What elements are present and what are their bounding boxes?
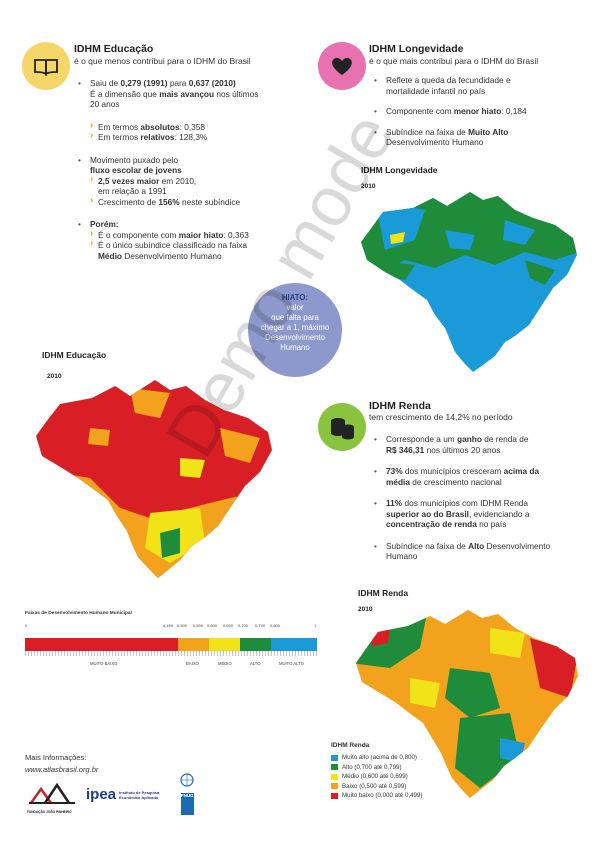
longevidade-map bbox=[355, 180, 585, 375]
scale-segment-muito-baixo bbox=[25, 638, 178, 651]
educacao-relativos: Em termos relativos: 128,3% bbox=[90, 132, 310, 143]
educacao-bullet-1: Saiu de 0,279 (1991) para 0,637 (2010) É… bbox=[90, 78, 310, 143]
coins-icon bbox=[318, 403, 366, 451]
renda-legend: IDHM Renda Muito alto (acima de 0,800) A… bbox=[331, 742, 451, 802]
fjp-logo-icon bbox=[27, 783, 77, 805]
fjp-logo: FUNDAÇÃO JOÃO PINHEIRO bbox=[27, 783, 77, 813]
renda-badge bbox=[318, 403, 366, 451]
renda-legend-title: IDHM Renda bbox=[331, 742, 451, 749]
longevidade-badge bbox=[318, 42, 366, 90]
ipea-logo: ipea Instituto de Pesquisa Econômica Apli… bbox=[86, 786, 159, 803]
educacao-bullet-2: Movimento puxado pelo fluxo escolar de j… bbox=[90, 155, 310, 208]
legend-item-baixo: Baixo (0,500 até 0,599) bbox=[331, 783, 451, 790]
educacao-title: IDHM Educação bbox=[74, 43, 153, 55]
renda-title: IDHM Renda bbox=[369, 400, 431, 412]
scale-segment-medio bbox=[209, 638, 240, 651]
educacao-map-title: IDHM Educação bbox=[42, 350, 106, 360]
scale-segment-baixo bbox=[178, 638, 209, 651]
fjp-logo-text: FUNDAÇÃO JOÃO PINHEIRO bbox=[27, 810, 77, 814]
book-icon bbox=[22, 42, 70, 90]
pnud-logo: PNUD bbox=[176, 773, 198, 813]
renda-map-title: IDHM Renda bbox=[358, 588, 408, 598]
educacao-badge bbox=[22, 42, 70, 90]
legend-item-alto: Alto (0,700 até 0,799) bbox=[331, 764, 451, 771]
legend-item-muito-alto: Muito alto (acima de 0,800) bbox=[331, 754, 451, 761]
renda-bullets: Corresponde a um ganho de renda deR$ 346… bbox=[372, 434, 595, 571]
legend-item-medio: Médio (0,600 até 0,699) bbox=[331, 773, 451, 780]
scale-segment-alto bbox=[240, 638, 271, 651]
scale-title: Faixas de Desenvolvimento Humano Municip… bbox=[25, 611, 132, 616]
pnud-logo-text: PNUD bbox=[181, 793, 194, 815]
un-emblem-icon bbox=[176, 773, 198, 787]
footer-info: Mais Informações: bbox=[25, 753, 86, 762]
scale-labels: MUITO BAIXO BAIXO MÉDIO ALTO MUITO ALTO bbox=[25, 661, 317, 669]
longevidade-title: IDHM Longevidade bbox=[369, 43, 464, 55]
educacao-subtitle: é o que menos contribui para o IDHM do B… bbox=[74, 56, 251, 66]
renda-subtitle: tem crescimento de 14,2% no período bbox=[369, 412, 513, 422]
scale-bar bbox=[25, 638, 317, 651]
scale-ticks: 0 0,499 0,500 0,599 0,600 0,699 0,700 0,… bbox=[25, 623, 317, 631]
heart-icon bbox=[318, 42, 366, 90]
legend-item-muito-baixo: Muito baixo (0,000 até 0,499) bbox=[331, 792, 451, 799]
educacao-absolutos: Em termos absolutos: 0,358 bbox=[90, 122, 310, 133]
longevidade-subtitle: é o que mais contribui para o IDHM do Br… bbox=[369, 56, 538, 66]
scale-minor-ticks bbox=[25, 651, 317, 656]
footer-url[interactable]: www.atlasbrasil.org.br bbox=[25, 765, 98, 774]
scale-segment-muito-alto bbox=[271, 638, 317, 651]
